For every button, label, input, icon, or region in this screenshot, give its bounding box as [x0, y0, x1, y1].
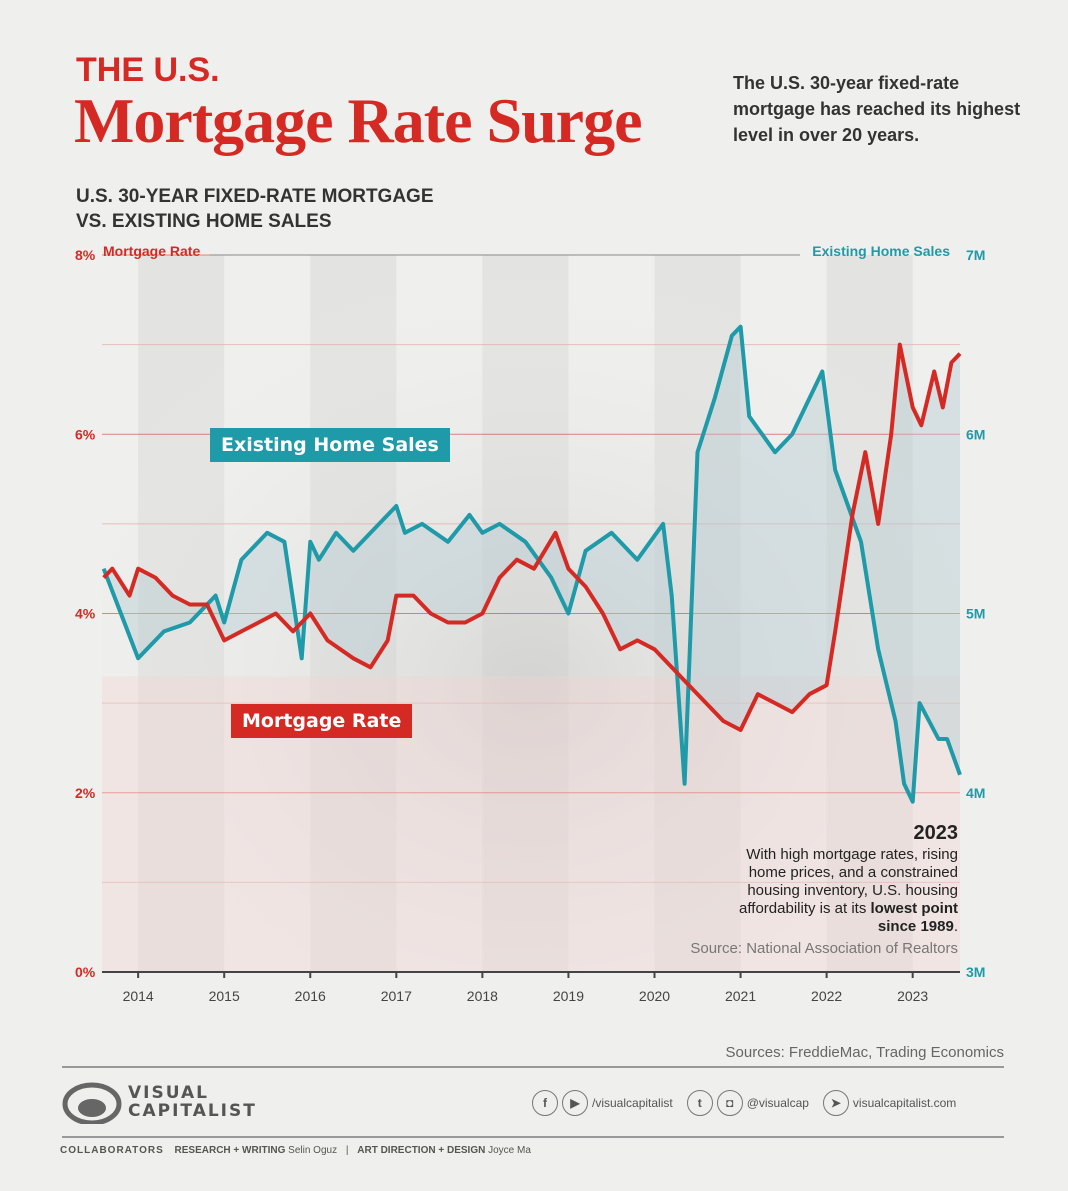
- logo-text-1: VISUAL: [128, 1083, 209, 1103]
- note-text: With high mortgage rates, rising home pr…: [739, 846, 958, 917]
- social-links: f ▶ /visualcapitalist t ◘ @visualcap ➤ vis…: [532, 1090, 956, 1116]
- separator: |: [345, 1145, 349, 1156]
- note-bold: lowest point since 1989: [870, 900, 959, 935]
- x-tick-label: 2017: [381, 988, 412, 1004]
- cursor-icon[interactable]: ➤: [822, 1090, 849, 1116]
- right-tick-label: 7M: [966, 247, 985, 263]
- chart: 2014 2015 2016 2017 2018 2019 2020 2021 2022 2023…: [75, 243, 985, 1004]
- facebook-icon[interactable]: f: [532, 1090, 558, 1116]
- collab-label: COLLABORATORS: [60, 1145, 164, 1156]
- website-link[interactable]: visualcapitalist.com: [852, 1096, 957, 1110]
- x-tick-label: 2019: [553, 988, 584, 1004]
- research-label: RESEARCH + WRITING: [174, 1145, 286, 1156]
- right-tick-label: 5M: [966, 606, 985, 622]
- subtitle-line-2: VS. EXISTING HOME SALES: [76, 211, 332, 232]
- subtitle-line-1: U.S. 30-YEAR FIXED-RATE MORTGAGE: [76, 186, 434, 207]
- x-tick-label: 2018: [467, 988, 498, 1004]
- page-title: Mortgage Rate Surge: [74, 85, 642, 156]
- gap-fill: [103, 326, 960, 802]
- left-tick-label: 2%: [75, 785, 96, 801]
- logo-text-2: CAPITALIST: [128, 1101, 257, 1121]
- left-tick-label: 8%: [75, 247, 96, 263]
- sources: Sources: FreddieMac, Trading Economics: [725, 1044, 1004, 1061]
- callout-home-sales: Existing Home Sales: [210, 428, 450, 462]
- note-source: Source: National Association of Realtors: [690, 940, 958, 957]
- x-tick-label: 2023: [897, 988, 928, 1004]
- twitter-icon[interactable]: t: [686, 1090, 713, 1116]
- right-tick-label: 4M: [966, 785, 985, 801]
- x-tick-label: 2020: [639, 988, 670, 1004]
- divider: [62, 1066, 1004, 1068]
- chart-subtitle: U.S. 30-YEAR FIXED-RATE MORTGAGE VS. EXIS…: [76, 184, 434, 234]
- left-tick-label: 0%: [75, 964, 96, 980]
- x-tick-label: 2016: [295, 988, 326, 1004]
- note-year: 2023: [913, 822, 959, 844]
- x-tick-label: 2014: [123, 988, 154, 1004]
- right-axis-label: Existing Home Sales: [812, 243, 950, 259]
- annotation-2023: 2023 With high mortgage rates, rising ho…: [690, 822, 958, 958]
- logo-icon: [62, 1082, 122, 1124]
- x-tick-label: 2015: [209, 988, 240, 1004]
- youtube-icon[interactable]: ▶: [562, 1090, 588, 1116]
- right-tick-label: 3M: [966, 964, 985, 980]
- right-tick-label: 6M: [966, 426, 985, 442]
- social-handle-fb[interactable]: /visualcapitalist: [592, 1096, 673, 1110]
- x-tick-label: 2022: [811, 988, 842, 1004]
- instagram-icon[interactable]: ◘: [716, 1090, 743, 1116]
- design-label: ART DIRECTION + DESIGN: [357, 1145, 486, 1156]
- divider: [62, 1136, 1004, 1138]
- collaborators: COLLABORATORS RESEARCH + WRITING Selin O…: [60, 1145, 531, 1156]
- social-handle-tw[interactable]: @visualcap: [746, 1096, 809, 1110]
- x-tick-label: 2021: [725, 988, 756, 1004]
- left-axis-label: Mortgage Rate: [103, 243, 200, 259]
- left-tick-label: 4%: [75, 606, 96, 622]
- left-tick-label: 6%: [75, 426, 96, 442]
- note-end: .: [953, 918, 958, 935]
- research-name: Selin Oguz: [288, 1145, 338, 1156]
- intro-text: The U.S. 30-year fixed-rate mortgage has…: [733, 73, 1021, 145]
- design-name: Joyce Ma: [488, 1145, 531, 1156]
- logo[interactable]: VISUAL CAPITALIST: [62, 1080, 257, 1124]
- mortgage-rate-line: [102, 342, 962, 732]
- callout-mortgage-rate: Mortgage Rate: [231, 704, 413, 738]
- kicker: THE U.S.: [76, 51, 220, 89]
